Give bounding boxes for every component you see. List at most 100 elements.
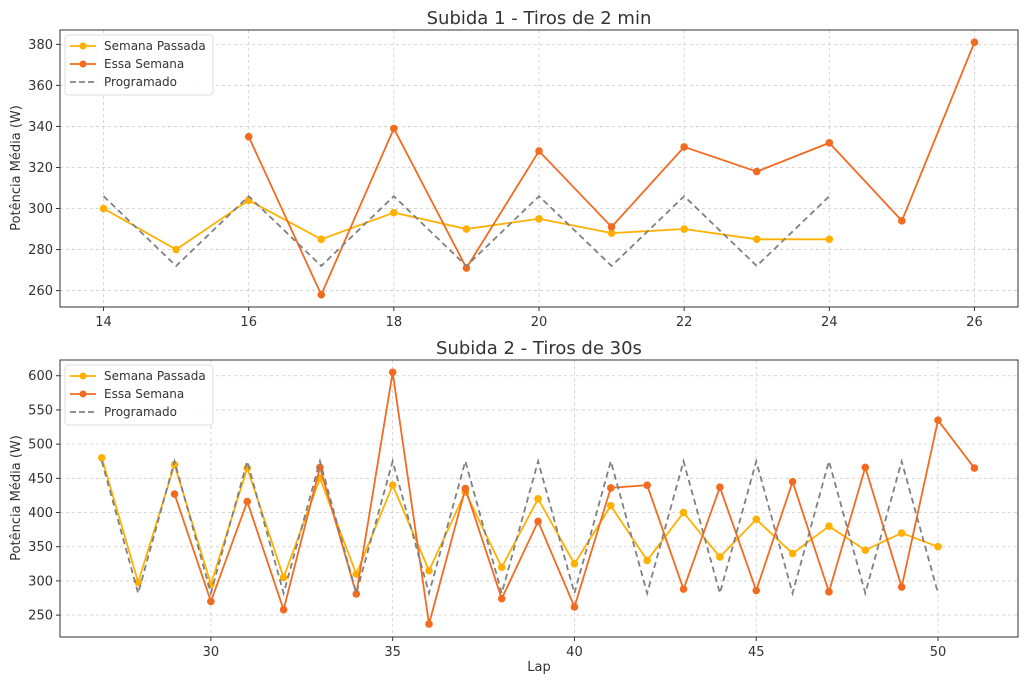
- data-point: [170, 460, 179, 469]
- data-point: [970, 464, 979, 472]
- legend: Semana Passada Essa Semana Programado: [64, 34, 214, 96]
- series-line-1: [247, 41, 976, 297]
- x-tick-label: 24: [821, 315, 838, 330]
- data-point: [752, 586, 761, 595]
- x-axis-label: Lap: [527, 660, 550, 675]
- data-point: [317, 235, 326, 244]
- legend-label: Essa Semana: [104, 57, 184, 71]
- data-point: [99, 204, 108, 213]
- legend-label: Programado: [104, 405, 177, 419]
- subplot-subida-1: Subida 1 - Tiros de 2 min Potência Média…: [9, 8, 1019, 330]
- data-point: [535, 147, 543, 155]
- data-point: [535, 214, 543, 223]
- data-point: [317, 290, 326, 299]
- data-point: [462, 225, 471, 233]
- data-point: [607, 229, 616, 237]
- legend-marker: [79, 372, 87, 380]
- data-point: [934, 416, 942, 424]
- y-tick-label: 300: [28, 574, 53, 589]
- y-tick-label: 550: [28, 403, 53, 418]
- legend-marker: [79, 390, 87, 398]
- series-line-2: [100, 457, 939, 597]
- plot-frame: [59, 29, 1019, 308]
- data-point: [716, 553, 724, 561]
- data-point: [825, 235, 834, 244]
- data-point: [388, 481, 397, 489]
- data-point: [788, 549, 797, 558]
- legend-box: [64, 34, 214, 96]
- data-point: [534, 495, 542, 503]
- y-tick-label: 280: [28, 243, 53, 258]
- legend-label: Essa Semana: [104, 387, 184, 401]
- data-point: [352, 570, 361, 578]
- data-point: [98, 454, 106, 462]
- data-point: [497, 594, 506, 603]
- data-point: [207, 597, 215, 606]
- data-point: [679, 508, 688, 517]
- legend-marker: [79, 60, 87, 68]
- data-point: [825, 588, 833, 596]
- data-point: [752, 235, 761, 244]
- x-tick-label: 20: [531, 315, 548, 330]
- y-tick-label: 360: [28, 79, 53, 94]
- data-point: [861, 546, 870, 554]
- data-point: [825, 139, 834, 147]
- x-tick-label: 22: [676, 315, 693, 330]
- data-point: [679, 585, 688, 593]
- plot-frame: [59, 359, 1019, 638]
- chart-title: Subida 2 - Tiros de 30s: [436, 338, 642, 359]
- data-point: [570, 560, 579, 568]
- legend: Semana Passada Essa Semana Programado: [64, 364, 214, 426]
- y-tick-label: 600: [28, 369, 53, 384]
- data-point: [934, 542, 942, 551]
- x-tick-label: 30: [203, 645, 220, 660]
- data-point: [497, 563, 506, 572]
- data-point: [388, 368, 397, 377]
- legend-label: Semana Passada: [104, 369, 206, 383]
- data-point: [752, 515, 761, 524]
- data-point: [861, 463, 870, 472]
- data-point: [425, 620, 433, 628]
- y-axis-label: Potência Média (W): [9, 435, 24, 561]
- subplot-subida-2: Subida 2 - Tiros de 30s Potência Média (…: [9, 338, 1019, 675]
- y-tick-label: 340: [28, 120, 53, 135]
- data-point: [752, 167, 761, 176]
- data-point: [390, 208, 398, 217]
- data-point: [279, 605, 288, 614]
- y-tick-label: 350: [28, 540, 53, 555]
- y-tick-label: 380: [28, 38, 53, 53]
- y-axis-label: Potência Média (W): [9, 105, 24, 231]
- data-point: [897, 583, 906, 591]
- data-point: [279, 573, 288, 582]
- data-point: [898, 217, 906, 225]
- data-point: [461, 484, 470, 493]
- data-point: [680, 225, 688, 233]
- data-point: [570, 603, 579, 611]
- legend-box: [64, 364, 214, 426]
- y-tick-label: 320: [28, 161, 53, 176]
- data-point: [643, 481, 651, 489]
- data-point: [788, 477, 797, 486]
- data-point: [716, 483, 724, 492]
- data-point: [134, 578, 142, 587]
- data-point: [970, 38, 979, 47]
- x-tick-label: 16: [240, 315, 257, 330]
- data-point: [170, 490, 179, 498]
- y-tick-label: 400: [28, 506, 53, 521]
- data-point: [680, 143, 688, 151]
- x-tick-label: 26: [966, 315, 983, 330]
- data-point: [897, 529, 906, 537]
- x-tick-label: 18: [386, 315, 403, 330]
- y-tick-label: 450: [28, 472, 53, 487]
- data-point: [243, 497, 252, 506]
- legend-marker: [79, 42, 87, 50]
- x-tick-label: 50: [930, 645, 947, 660]
- data-point: [425, 566, 433, 575]
- x-tick-label: 35: [384, 645, 401, 660]
- data-point: [352, 590, 361, 598]
- x-tick-label: 40: [566, 645, 583, 660]
- data-point: [607, 484, 615, 492]
- series-line-2: [102, 194, 830, 268]
- data-point: [172, 245, 180, 254]
